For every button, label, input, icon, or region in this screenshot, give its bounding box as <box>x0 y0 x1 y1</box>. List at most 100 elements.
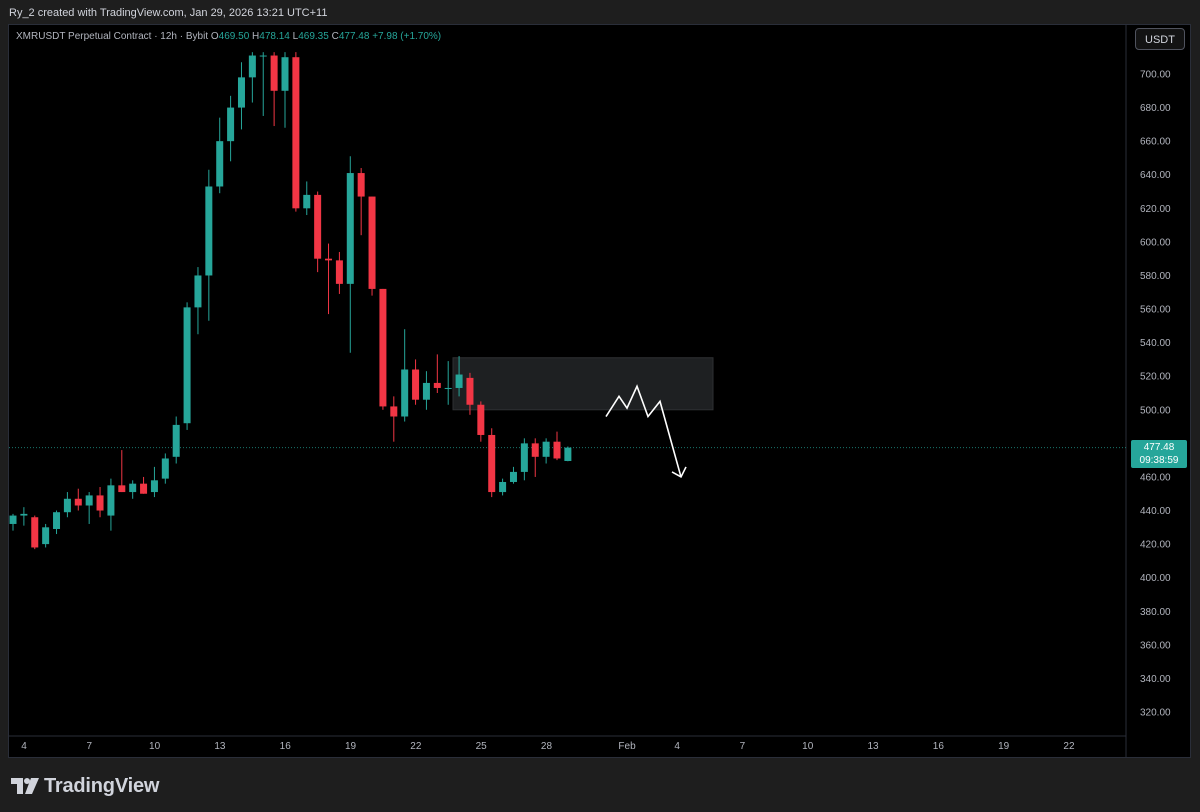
x-tick-label: 19 <box>998 741 1010 752</box>
candle-up <box>499 481 507 493</box>
candle-down <box>379 288 387 407</box>
candle-up <box>63 498 71 513</box>
candle-down <box>325 258 333 261</box>
y-tick-label: 440.00 <box>1140 506 1171 517</box>
bar-countdown: 09:38:59 <box>1139 455 1179 466</box>
candle-down <box>553 441 561 459</box>
y-tick-label: 660.00 <box>1140 137 1171 148</box>
x-tick-label: 13 <box>867 741 879 752</box>
candle-up <box>172 424 180 457</box>
y-tick-label: 620.00 <box>1140 204 1171 215</box>
candle-up <box>53 512 61 529</box>
legend-high-label: H <box>252 31 260 42</box>
candle-up <box>444 387 452 389</box>
legend-open-value: 469.50 <box>218 31 250 42</box>
tradingview-logo-icon <box>10 776 40 796</box>
last-price-badge: 477.48 09:38:59 <box>1131 440 1187 468</box>
last-price-value: 477.48 <box>1143 442 1175 453</box>
legend-symbol: XMRUSDT Perpetual Contract · 12h · Bybit <box>16 31 209 42</box>
currency-button[interactable]: USDT <box>1135 28 1185 50</box>
candle-down <box>335 260 343 284</box>
y-tick-label: 460.00 <box>1140 472 1171 483</box>
candle-down <box>314 194 322 259</box>
candle-down <box>477 404 485 435</box>
candle-down <box>31 517 39 548</box>
y-tick-label: 700.00 <box>1140 70 1171 81</box>
candle-down <box>531 443 539 457</box>
y-tick-label: 680.00 <box>1140 103 1171 114</box>
x-tick-label: 13 <box>214 741 226 752</box>
x-tick-label: 16 <box>933 741 945 752</box>
candle-down <box>140 483 148 494</box>
x-tick-label: 4 <box>21 741 27 752</box>
x-tick-label: 22 <box>410 741 422 752</box>
candle-down <box>390 406 398 417</box>
candle-up <box>107 485 115 516</box>
y-tick-label: 340.00 <box>1140 674 1171 685</box>
candle-up <box>9 515 17 524</box>
candle-up <box>259 55 267 57</box>
x-tick-label: 25 <box>476 741 488 752</box>
candle-down <box>466 377 474 405</box>
candle-up <box>401 369 409 417</box>
x-tick-label: 7 <box>740 741 746 752</box>
candle-down <box>292 57 300 209</box>
legend-close-label: C <box>331 31 339 42</box>
legend-low-label: L <box>292 31 299 42</box>
legend-close-value: 477.48 <box>338 31 370 42</box>
x-tick-label: 10 <box>802 741 814 752</box>
x-tick-label: 28 <box>541 741 553 752</box>
candle-up <box>542 441 550 457</box>
top-bar: Ry_2 created with TradingView.com, Jan 2… <box>0 0 1200 24</box>
candle-up <box>248 55 256 78</box>
candle-down <box>96 495 104 511</box>
y-tick-label: 560.00 <box>1140 305 1171 316</box>
candle-up <box>520 443 528 472</box>
arrow-head-icon <box>671 466 687 479</box>
candle-up <box>303 194 311 209</box>
x-tick-label: 7 <box>87 741 93 752</box>
x-tick-label: 16 <box>280 741 292 752</box>
y-tick-label: 500.00 <box>1140 405 1171 416</box>
candle-down <box>357 173 365 197</box>
candle-up <box>227 107 235 142</box>
candle-up <box>216 141 224 187</box>
candle-up <box>194 275 202 308</box>
candle-up <box>183 307 191 424</box>
candle-up <box>346 173 354 284</box>
legend-open-label: O <box>210 31 219 42</box>
candle-up <box>237 77 245 108</box>
y-tick-label: 520.00 <box>1140 372 1171 383</box>
footer: TradingView <box>10 774 159 798</box>
credit-text: Ry_2 created with TradingView.com, Jan 2… <box>9 7 328 19</box>
candle-up <box>161 458 169 479</box>
candle-up <box>205 186 213 276</box>
x-tick-label: 10 <box>149 741 161 752</box>
candle-up <box>129 483 137 493</box>
candle-up <box>564 447 572 461</box>
candle-up <box>422 382 430 400</box>
candle-up <box>150 480 158 493</box>
candle-down <box>412 369 420 400</box>
candle-up <box>85 495 93 506</box>
chart-legend: XMRUSDT Perpetual Contract · 12h · Bybit… <box>16 31 441 42</box>
x-tick-label: 19 <box>345 741 357 752</box>
y-tick-label: 600.00 <box>1140 237 1171 248</box>
candle-down <box>74 498 82 506</box>
legend-high-value: 478.14 <box>259 31 290 42</box>
candle-down <box>270 55 278 91</box>
y-tick-label: 420.00 <box>1140 540 1171 551</box>
y-tick-label: 360.00 <box>1140 640 1171 651</box>
candle-up <box>42 527 50 545</box>
legend-low-value: 469.35 <box>298 31 329 42</box>
y-tick-label: 540.00 <box>1140 338 1171 349</box>
candle-down <box>433 382 441 388</box>
y-tick-label: 640.00 <box>1140 170 1171 181</box>
candle-up <box>455 374 463 388</box>
x-tick-label: 22 <box>1063 741 1075 752</box>
x-tick-label: Feb <box>618 741 636 752</box>
brand-name: TradingView <box>44 774 160 797</box>
projection-path <box>605 384 682 478</box>
y-tick-label: 580.00 <box>1140 271 1171 282</box>
